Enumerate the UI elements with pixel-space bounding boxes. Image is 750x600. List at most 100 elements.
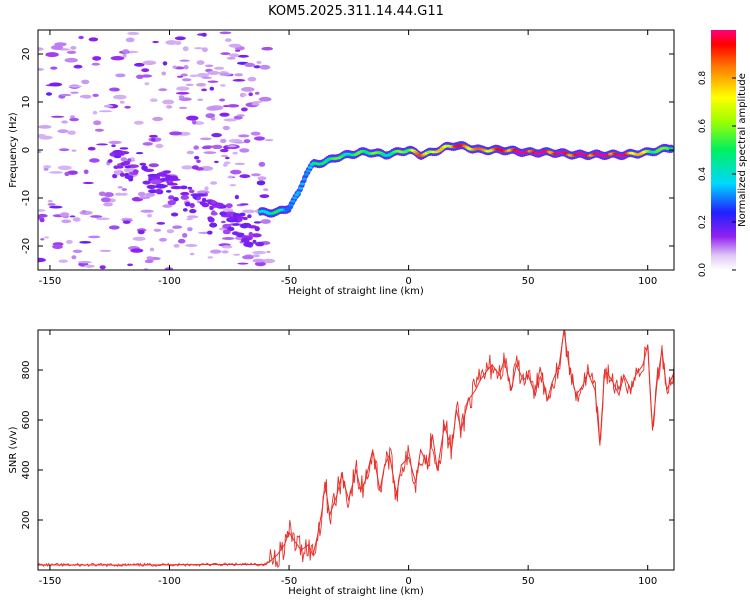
spectrogram-noise-patch <box>251 102 260 106</box>
spectrogram-noise-patch <box>120 157 128 162</box>
spectrogram-noise-patch <box>67 130 76 135</box>
spectrogram-ridge-cell <box>296 191 301 194</box>
spectrogram-band-patch <box>124 175 134 180</box>
snr-ytick-label: 800 <box>21 360 32 379</box>
spectrogram-noise-patch <box>186 115 199 121</box>
spectrogram-noise-patch <box>229 184 237 187</box>
spectrogram-band-patch <box>234 232 245 237</box>
spectrogram-noise-patch <box>189 74 198 78</box>
spectrogram-noise-patch <box>140 209 154 213</box>
spectrogram-noise-patch <box>46 92 52 96</box>
spectrogram-noise-patch <box>207 70 220 75</box>
spectrogram-noise-patch <box>219 148 229 153</box>
spectrogram-noise-patch <box>165 40 178 45</box>
spectrogram-noise-patch <box>54 42 67 47</box>
snr-point <box>431 434 434 436</box>
spectrogram-band-patch <box>111 144 116 147</box>
colorbar-tick-label: 0.2 <box>698 215 708 229</box>
spectrogram-ridge-cell <box>300 182 305 186</box>
spectrogram-band-patch <box>253 221 262 224</box>
spectrogram-noise-patch <box>147 213 152 218</box>
spectrogram-band-patch <box>182 208 188 212</box>
spectrogram-noise-patch <box>172 197 179 202</box>
spectrogram-band-patch <box>166 182 178 186</box>
spectrogram-band-patch <box>200 202 208 206</box>
spectrogram-noise-patch <box>38 209 46 212</box>
snr-point <box>474 389 477 391</box>
spectrogram-noise-patch <box>64 57 78 63</box>
spectrogram-band-patch <box>165 190 172 193</box>
spectrogram-band-patch <box>148 163 159 168</box>
spectrogram-noise-patch <box>71 255 77 260</box>
spectrogram-noise-patch <box>79 241 92 244</box>
spectrogram-noise-patch <box>132 236 146 241</box>
spectrogram-band-patch <box>247 214 252 219</box>
spectrogram-band-patch <box>255 241 265 247</box>
spectrogram-band-patch <box>194 193 207 197</box>
spectrogram-noise-patch <box>161 71 166 76</box>
spectrogram-band-patch <box>243 241 254 247</box>
figure-title: KOM5.2025.311.14.44.G11 <box>268 4 444 19</box>
spectrogram-noise-patch <box>225 38 232 42</box>
spectrogram-noise-patch <box>59 212 70 217</box>
spectrogram-noise-patch <box>182 233 188 238</box>
spectrogram-band-patch <box>201 197 207 203</box>
snr-xtick-label: 0 <box>405 576 411 587</box>
spectrogram-noise-patch <box>175 91 190 95</box>
snr-point <box>618 394 620 396</box>
spectrogram-noise-patch <box>143 267 149 270</box>
spectrogram-noise-patch <box>91 62 101 66</box>
spectrogram-noise-patch <box>38 125 52 129</box>
spectrogram-noise-patch <box>144 259 154 264</box>
spectrogram-noise-patch <box>112 173 118 179</box>
spectrogram-noise-patch <box>178 95 185 99</box>
snr-point <box>324 481 326 484</box>
spectrogram-noise-patch <box>58 259 68 263</box>
spectrogram-noise-patch <box>96 143 109 146</box>
spectrogram-ridge-cell <box>303 172 309 176</box>
spectrogram-noise-patch <box>194 155 200 160</box>
spectrogram-noise-patch <box>219 112 230 117</box>
spectrogram-noise-patch <box>189 252 195 256</box>
spectrogram-noise-patch <box>67 170 78 175</box>
spectrogram-noise-patch <box>77 261 92 264</box>
spectrogram-band-patch <box>119 147 129 150</box>
spectrogram-band-patch <box>232 223 240 226</box>
spectrogram-noise-patch <box>258 96 272 102</box>
spectrogram-noise-patch <box>98 191 106 197</box>
colorbar-label: Normalized spectral amplitude <box>737 73 748 227</box>
spectrogram-noise-patch <box>72 217 81 222</box>
spectrogram-noise-patch <box>173 244 180 248</box>
spectrogram-noise-patch <box>176 75 184 78</box>
spectrogram-band-patch <box>155 189 163 193</box>
spectrogram-xtick-label: 0 <box>405 276 411 287</box>
spectrogram-noise-patch <box>237 262 249 265</box>
snr-line <box>38 330 674 566</box>
spectrogram-band-patch <box>207 217 215 223</box>
spectrogram-ytick-label: 0 <box>21 147 32 153</box>
spectrogram-noise-patch <box>266 250 271 253</box>
spectrogram-noise-patch <box>219 73 232 76</box>
spectrogram-noise-patch <box>94 128 104 132</box>
spectrogram-noise-patch <box>149 247 155 252</box>
spectrogram-band-patch <box>147 173 159 178</box>
spectrogram-noise-patch <box>162 99 175 105</box>
spectrogram-noise-patch <box>83 169 89 175</box>
spectrogram-band-patch <box>150 179 162 185</box>
spectrogram-noise-patch <box>248 92 253 97</box>
spectrogram-noise-patch <box>149 134 158 138</box>
spectrogram-noise-patch <box>169 131 183 136</box>
spectrogram-noise-patch <box>228 43 242 48</box>
spectrogram-noise-patch <box>166 229 175 234</box>
spectrogram-band-patch <box>240 223 249 229</box>
spectrogram-noise-patch <box>254 261 266 267</box>
spectrogram-band-patch <box>119 172 126 177</box>
spectrogram-band-patch <box>159 178 169 182</box>
spectrogram-noise-patch <box>64 171 70 177</box>
snr-point <box>400 464 402 466</box>
spectrogram-band-patch <box>155 183 167 189</box>
snr-point <box>642 364 644 366</box>
spectrogram-noise-patch <box>49 171 63 174</box>
spectrogram-ylabel: Frequency (Hz) <box>8 112 19 188</box>
spectrogram-noise-patch <box>241 107 248 112</box>
